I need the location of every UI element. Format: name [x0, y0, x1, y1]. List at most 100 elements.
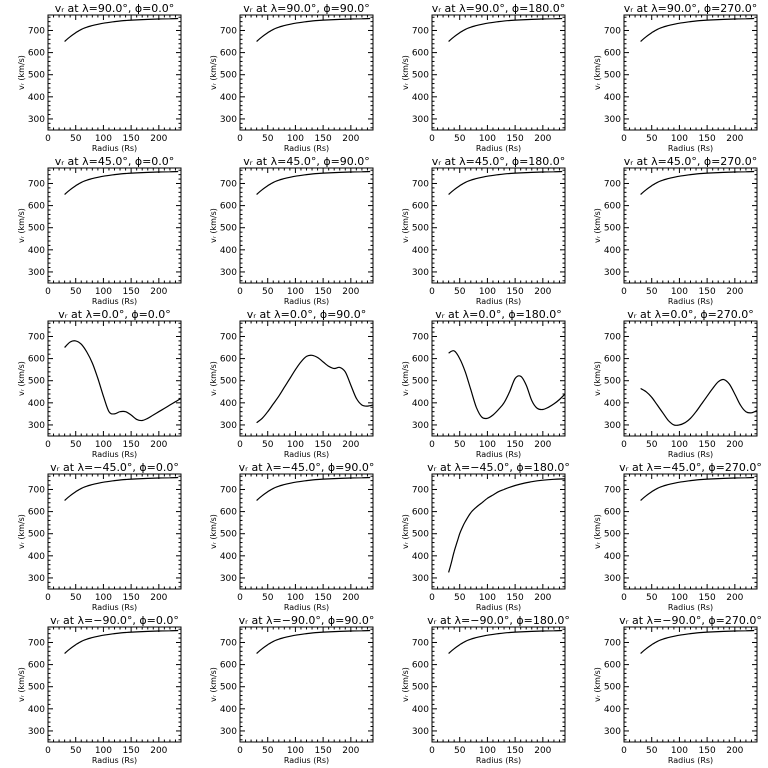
y-tick-label: 700 — [28, 179, 45, 189]
x-tick-label: 150 — [507, 287, 524, 297]
y-tick-label: 300 — [412, 574, 429, 584]
y-tick-label: 400 — [28, 399, 45, 409]
panel-title: vᵣ at λ=−90.0°, ϕ=90.0° — [239, 614, 375, 627]
panel-17: vᵣ at λ=−90.0°, ϕ=90.0° 0 50 100 150 200 300 40… — [209, 614, 374, 765]
x-tick-label: 50 — [454, 287, 466, 297]
y-tick-label: 500 — [412, 71, 429, 81]
x-tick-label: 100 — [671, 440, 688, 450]
y-tick-label: 700 — [412, 179, 429, 189]
y-tick-label: 400 — [220, 93, 237, 103]
x-tick-label: 150 — [315, 440, 332, 450]
vr-series-line — [64, 629, 179, 654]
y-tick-label: 300 — [28, 421, 45, 431]
x-tick-label: 50 — [70, 134, 82, 144]
x-tick-label: 150 — [699, 287, 716, 297]
y-axis-label: vᵣ (km/s) — [593, 55, 602, 90]
x-tick-label: 50 — [262, 593, 274, 603]
y-tick-label: 500 — [412, 530, 429, 540]
x-tick-label: 150 — [507, 746, 524, 756]
x-tick-label: 200 — [342, 287, 359, 297]
plot-frame — [239, 14, 374, 131]
x-tick-label: 50 — [70, 440, 82, 450]
x-axis-label: Radius (Rs) — [476, 603, 521, 612]
x-axis-label: Radius (Rs) — [92, 297, 137, 306]
x-axis-label: Radius (Rs) — [476, 756, 521, 765]
vr-series-line — [64, 476, 179, 501]
x-tick-label: 200 — [150, 287, 167, 297]
x-tick-label: 0 — [429, 440, 435, 450]
x-tick-label: 50 — [262, 134, 274, 144]
x-tick-label: 200 — [726, 746, 743, 756]
y-tick-label: 300 — [412, 115, 429, 125]
y-tick-label: 500 — [220, 71, 237, 81]
panel-13: vᵣ at λ=−45.0°, ϕ=90.0° 0 50 100 150 200 300 40… — [209, 461, 374, 612]
y-tick-label: 600 — [220, 49, 237, 59]
y-tick-label: 700 — [412, 638, 429, 648]
plot-frame — [47, 473, 182, 590]
y-tick-label: 700 — [604, 638, 621, 648]
panel-title: vᵣ at λ=90.0°, ϕ=90.0° — [243, 2, 370, 15]
x-tick-label: 200 — [150, 593, 167, 603]
x-tick-label: 200 — [534, 440, 551, 450]
y-tick-label: 300 — [412, 268, 429, 278]
y-tick-label: 400 — [28, 246, 45, 256]
panel-3: vᵣ at λ=90.0°, ϕ=270.0° 0 50 100 150 200 300 40… — [593, 2, 758, 153]
panel-title: vᵣ at λ=45.0°, ϕ=90.0° — [243, 155, 370, 168]
vr-series-line — [256, 17, 371, 42]
y-tick-label: 400 — [412, 705, 429, 715]
x-tick-label: 0 — [237, 440, 243, 450]
y-tick-label: 700 — [220, 179, 237, 189]
panel-1: vᵣ at λ=90.0°, ϕ=90.0° 0 50 100 150 200 300 400… — [209, 2, 374, 153]
x-tick-label: 150 — [699, 593, 716, 603]
x-tick-label: 0 — [429, 134, 435, 144]
y-tick-label: 400 — [28, 705, 45, 715]
x-tick-label: 100 — [287, 746, 304, 756]
x-tick-label: 0 — [621, 287, 627, 297]
y-tick-label: 600 — [604, 202, 621, 212]
y-axis-label: vᵣ (km/s) — [401, 361, 410, 396]
plot-frame — [431, 167, 566, 284]
x-tick-label: 0 — [621, 593, 627, 603]
x-tick-label: 0 — [45, 593, 51, 603]
y-tick-label: 400 — [604, 93, 621, 103]
y-tick-label: 500 — [412, 377, 429, 387]
vr-series-line — [640, 378, 758, 426]
y-tick-label: 700 — [412, 332, 429, 342]
y-tick-label: 700 — [28, 26, 45, 36]
y-tick-label: 600 — [220, 508, 237, 518]
x-tick-label: 200 — [534, 287, 551, 297]
x-tick-label: 50 — [262, 746, 274, 756]
y-axis-label: vᵣ (km/s) — [593, 361, 602, 396]
y-tick-label: 300 — [604, 268, 621, 278]
y-tick-label: 400 — [220, 705, 237, 715]
panel-title: vᵣ at λ=0.0°, ϕ=0.0° — [58, 308, 171, 321]
x-axis-label: Radius (Rs) — [476, 144, 521, 153]
panel-15: vᵣ at λ=−45.0°, ϕ=270.0° 0 50 100 150 200 300 4… — [593, 461, 762, 612]
y-tick-label: 300 — [28, 115, 45, 125]
x-tick-label: 150 — [123, 287, 140, 297]
x-tick-label: 150 — [507, 440, 524, 450]
plot-frame — [239, 320, 374, 437]
y-tick-label: 700 — [412, 26, 429, 36]
plot-frame — [47, 167, 182, 284]
x-tick-label: 100 — [287, 440, 304, 450]
y-tick-label: 300 — [28, 727, 45, 737]
y-tick-label: 600 — [604, 355, 621, 365]
y-tick-label: 500 — [412, 683, 429, 693]
x-tick-label: 150 — [699, 746, 716, 756]
panel-18: vᵣ at λ=−90.0°, ϕ=180.0° 0 50 100 150 200 300 4… — [401, 614, 570, 765]
y-tick-label: 400 — [412, 246, 429, 256]
y-tick-label: 500 — [412, 224, 429, 234]
plot-frame — [623, 473, 758, 590]
x-tick-label: 50 — [70, 287, 82, 297]
vr-series-line — [64, 340, 182, 422]
x-tick-label: 200 — [150, 440, 167, 450]
y-axis-label: vᵣ (km/s) — [593, 667, 602, 702]
x-tick-label: 200 — [150, 746, 167, 756]
y-tick-label: 600 — [28, 49, 45, 59]
panel-12: vᵣ at λ=−45.0°, ϕ=0.0° 0 50 100 150 200 300 400… — [17, 461, 182, 612]
panel-2: vᵣ at λ=90.0°, ϕ=180.0° 0 50 100 150 200 300 40… — [401, 2, 566, 153]
y-axis-label: vᵣ (km/s) — [17, 667, 26, 702]
x-tick-label: 50 — [454, 134, 466, 144]
